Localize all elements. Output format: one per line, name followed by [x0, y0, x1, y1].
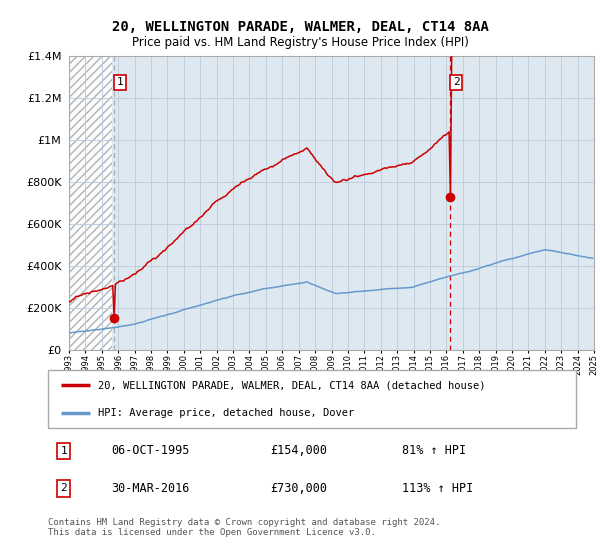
Text: 30-MAR-2016: 30-MAR-2016 — [112, 482, 190, 495]
Text: 1: 1 — [117, 77, 124, 87]
Text: Price paid vs. HM Land Registry's House Price Index (HPI): Price paid vs. HM Land Registry's House … — [131, 36, 469, 49]
Text: 113% ↑ HPI: 113% ↑ HPI — [402, 482, 473, 495]
Text: Contains HM Land Registry data © Crown copyright and database right 2024.
This d: Contains HM Land Registry data © Crown c… — [48, 518, 440, 538]
Text: 20, WELLINGTON PARADE, WALMER, DEAL, CT14 8AA: 20, WELLINGTON PARADE, WALMER, DEAL, CT1… — [112, 20, 488, 34]
Text: 2: 2 — [453, 77, 460, 87]
Text: 20, WELLINGTON PARADE, WALMER, DEAL, CT14 8AA (detached house): 20, WELLINGTON PARADE, WALMER, DEAL, CT1… — [98, 380, 485, 390]
Text: 81% ↑ HPI: 81% ↑ HPI — [402, 444, 466, 457]
Text: 06-OCT-1995: 06-OCT-1995 — [112, 444, 190, 457]
FancyBboxPatch shape — [48, 370, 576, 428]
Text: £730,000: £730,000 — [270, 482, 327, 495]
Text: 1: 1 — [61, 446, 67, 456]
Text: HPI: Average price, detached house, Dover: HPI: Average price, detached house, Dove… — [98, 408, 355, 418]
Text: £154,000: £154,000 — [270, 444, 327, 457]
Text: 2: 2 — [61, 483, 67, 493]
Bar — [69, 56, 112, 350]
